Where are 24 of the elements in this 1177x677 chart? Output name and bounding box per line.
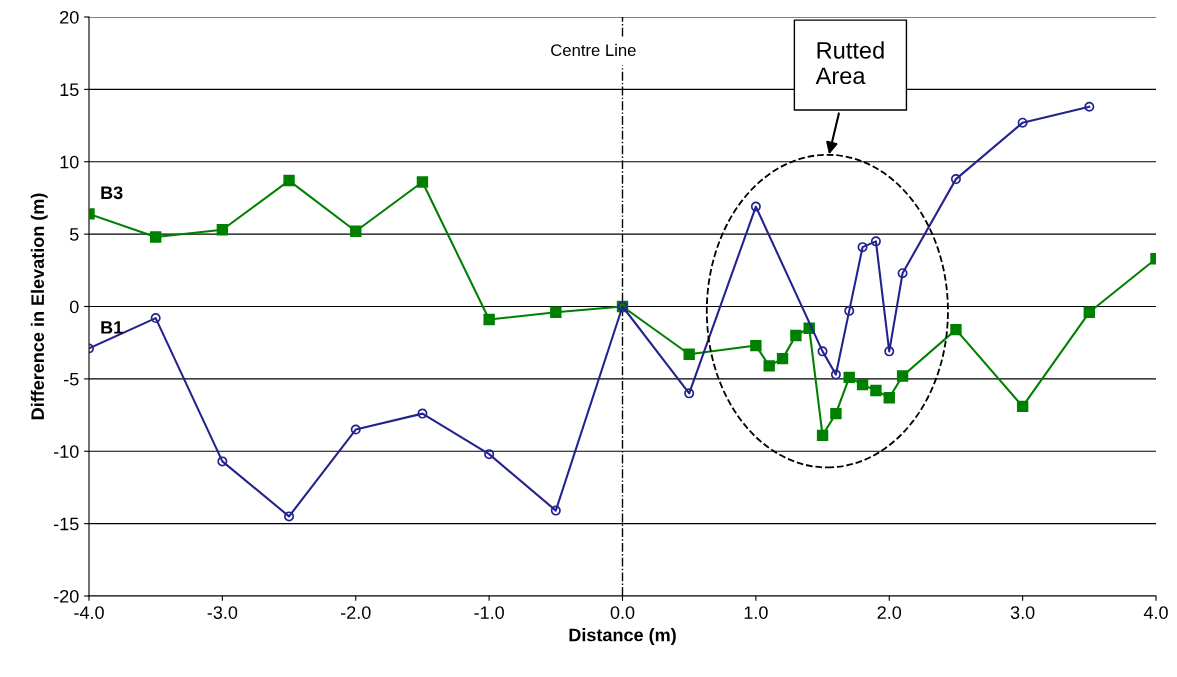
x-tick-label: 1.0 [744, 606, 768, 619]
series-label: B1 [101, 321, 123, 334]
y-tick-label: -15 [53, 517, 79, 531]
x-tick-label: 3.0 [1010, 606, 1035, 619]
annotation: Rutted Area [815, 41, 884, 85]
series-label: B3 [101, 186, 123, 200]
y-tick-label: -10 [53, 445, 79, 458]
x-tick-label: -4.0 [74, 606, 104, 619]
x-axis-title: Distance (m) [569, 628, 676, 645]
x-tick-label: 0.0 [610, 606, 635, 619]
x-tick-label: -2.0 [341, 606, 371, 619]
y-tick-label: 20 [60, 10, 79, 24]
y-tick-label: -5 [64, 373, 79, 386]
x-tick-label: 2.0 [877, 606, 902, 619]
y-axis-title: Difference in Elevation (m) [30, 193, 48, 420]
x-tick-label: -3.0 [207, 606, 238, 619]
x-tick-label: 4.0 [1143, 606, 1168, 619]
y-tick-label: 15 [60, 83, 79, 97]
y-tick-label: 0 [69, 300, 79, 314]
x-tick-label: -1.0 [474, 606, 504, 619]
y-tick-label: -20 [53, 589, 79, 603]
y-tick-label: 5 [69, 228, 79, 241]
ref-line-label: Centre Line [551, 43, 636, 57]
y-tick-label: 10 [60, 155, 79, 169]
